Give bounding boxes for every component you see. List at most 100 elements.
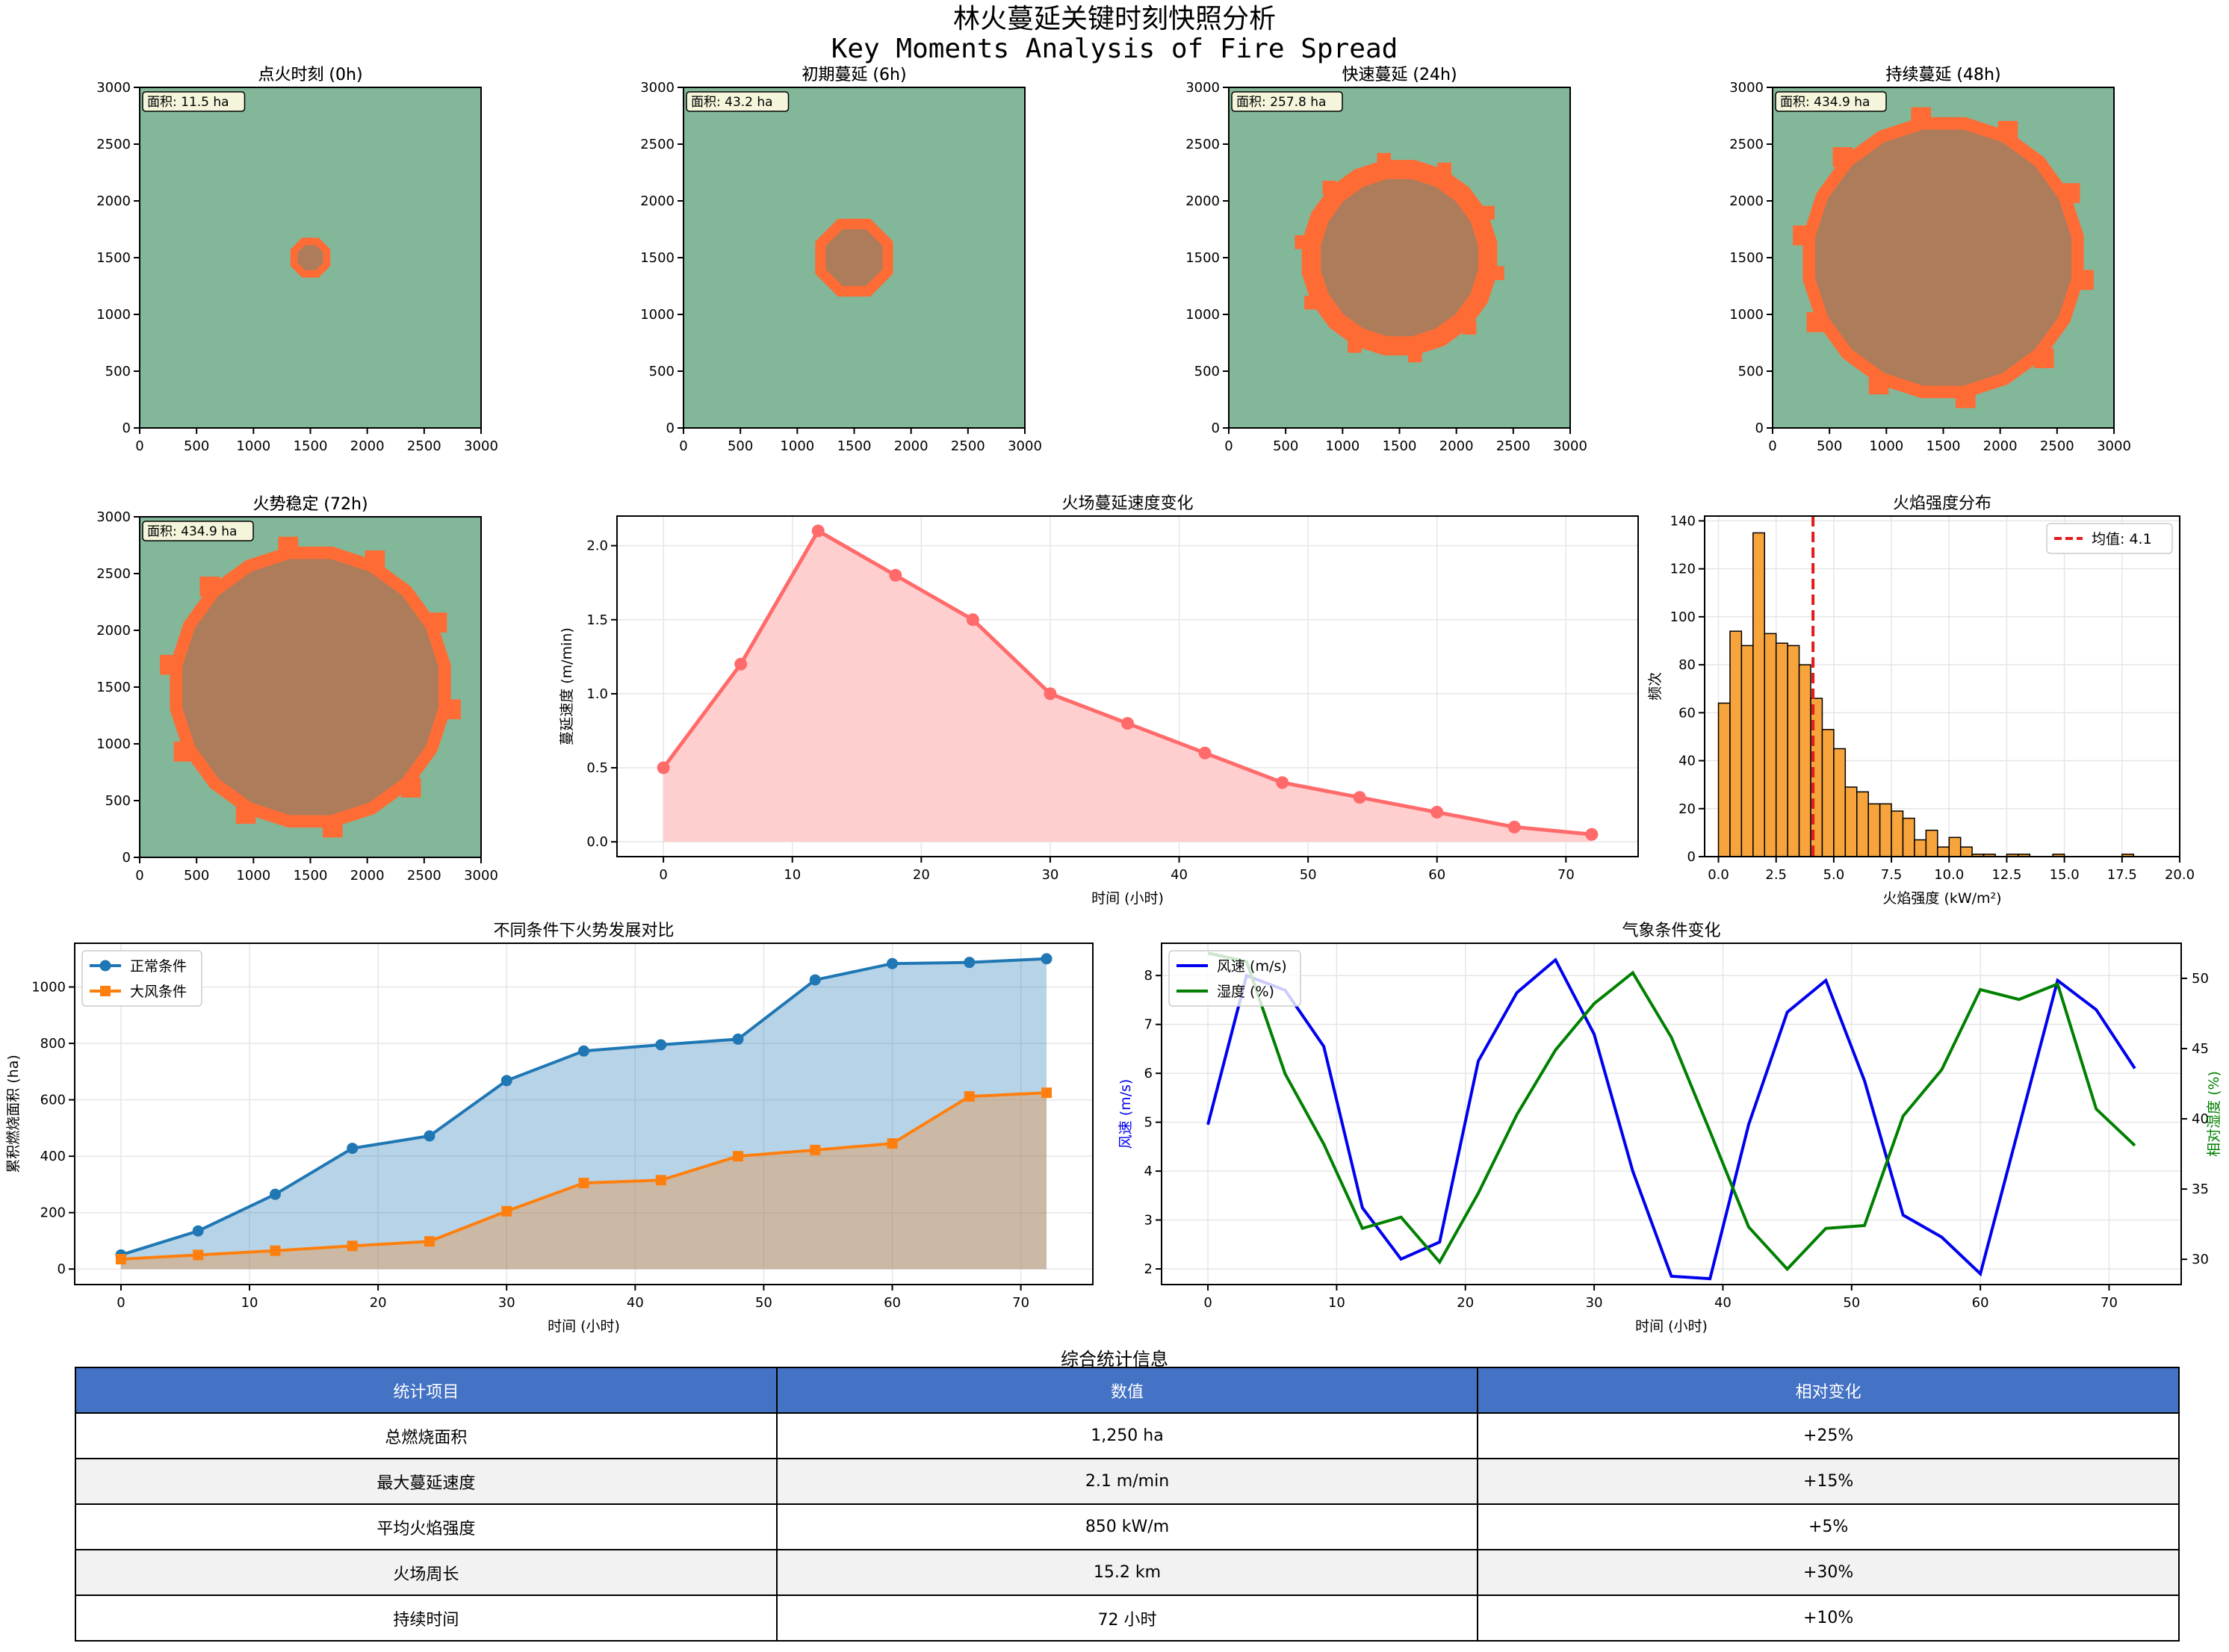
x-tick-label: 2500 xyxy=(2040,438,2074,454)
legend-marker xyxy=(100,986,111,996)
y-tick-label: 500 xyxy=(1738,364,1764,379)
axes-frame xyxy=(74,943,1094,1285)
y-axis-label-left: 风速 (m/s) xyxy=(1117,1079,1134,1149)
series-marker xyxy=(887,957,899,969)
x-tick-label: 50 xyxy=(1843,1295,1860,1311)
histogram-bar xyxy=(1891,810,1904,857)
area-label-box xyxy=(142,91,246,112)
y-tick-label: 2000 xyxy=(1729,193,1764,209)
x-tick-label: 60 xyxy=(1428,867,1445,883)
x-tick-label: 0 xyxy=(1224,438,1233,454)
table-cell: 2.1 m/min xyxy=(775,1458,1479,1505)
series-marker xyxy=(424,1130,435,1142)
table-header-row: 统计项目 数值 相对变化 xyxy=(75,1367,2180,1414)
area-label-box xyxy=(1775,91,1887,112)
x-tick-label: 60 xyxy=(1972,1295,1989,1311)
x-tick-label: 3000 xyxy=(2097,438,2131,454)
burnt-area xyxy=(297,245,323,270)
x-tick-label: 2000 xyxy=(350,438,385,454)
table-row: 总燃烧面积 1,250 ha +25% xyxy=(75,1412,2180,1459)
fire-front-cell xyxy=(1997,121,2018,141)
snapshot-panel: 0 500 1000 1500 2000 2500 3000 0 500 1000 1500 2000… xyxy=(96,495,498,884)
x-tick-label: 1500 xyxy=(294,438,328,454)
area-label: 面积: 257.8 ha xyxy=(1236,95,1326,110)
y-tick-label: 4 xyxy=(1144,1164,1153,1179)
y-tick-label: 1.5 xyxy=(586,612,608,628)
fire-front-cell xyxy=(1955,388,1976,409)
legend-label: 正常条件 xyxy=(130,958,187,975)
x-tick-label: 10 xyxy=(1328,1295,1345,1311)
y-tick-label: 6 xyxy=(1144,1066,1153,1081)
legend-label: 湿度 (%) xyxy=(1217,984,1274,1000)
x-tick-label: 1500 xyxy=(294,868,328,884)
x-axis-label: 时间 (小时) xyxy=(1091,890,1164,907)
y-tick-label: 1500 xyxy=(1185,250,1220,266)
y-tick-label: 1000 xyxy=(1185,307,1220,323)
table-row: 最大蔓延速度 2.1 m/min +15% xyxy=(75,1458,2180,1505)
series-marker xyxy=(578,1178,589,1189)
series-marker xyxy=(193,1249,204,1261)
histogram-bar xyxy=(1914,839,1927,857)
x-tick-label: 70 xyxy=(1012,1295,1029,1311)
fire-front-cell xyxy=(1868,374,1889,394)
x-tick-label: 3000 xyxy=(1008,438,1042,454)
area-label-box xyxy=(142,521,254,541)
fire-front-cell xyxy=(1490,266,1504,281)
fire-front-cell xyxy=(427,612,447,633)
y-right-tick-label: 40 xyxy=(2192,1111,2209,1127)
y-tick-label: 1500 xyxy=(640,250,675,266)
y-tick-label: 2000 xyxy=(96,193,131,209)
x-tick-label: 1500 xyxy=(1926,438,1961,454)
table-cell: 72 小时 xyxy=(775,1594,1479,1642)
series-marker xyxy=(964,957,976,969)
fire-front-cell xyxy=(199,577,220,597)
histogram-bar xyxy=(1867,803,1881,857)
y-tick-label: 2000 xyxy=(1185,193,1220,209)
x-tick-label: 2000 xyxy=(1983,438,2018,454)
y-tick-label: 0.0 xyxy=(586,834,608,850)
burnt-area xyxy=(825,229,883,286)
y-tick-label: 1000 xyxy=(96,736,131,752)
series-marker xyxy=(964,1091,975,1102)
fire-front-cell xyxy=(1481,205,1495,220)
x-tick-label: 0.0 xyxy=(1708,867,1729,883)
y-tick-label: 7 xyxy=(1144,1017,1153,1033)
speed-point xyxy=(1585,827,1599,841)
x-tick-label: 70 xyxy=(1557,867,1575,883)
y-right-tick-label: 45 xyxy=(2192,1041,2209,1057)
table-cell: +25% xyxy=(1477,1412,2180,1459)
y-tick-label: 500 xyxy=(105,793,131,809)
series-marker xyxy=(732,1033,744,1045)
y-axis-label: 蔓延速度 (m/min) xyxy=(559,627,575,745)
fire-front-cell xyxy=(1793,225,1813,246)
table-header-cell: 相对变化 xyxy=(1477,1367,2180,1414)
y-tick-label: 20 xyxy=(1678,801,1696,817)
y-tick-label: 1000 xyxy=(96,307,131,323)
x-tick-label: 1500 xyxy=(1383,438,1417,454)
x-tick-label: 17.5 xyxy=(2107,867,2137,883)
series-marker xyxy=(1041,953,1053,965)
speed-point xyxy=(1121,717,1134,730)
y-tick-label: 60 xyxy=(1678,705,1696,721)
series-marker xyxy=(347,1240,358,1252)
y-tick-label: 2 xyxy=(1144,1261,1153,1277)
fire-front-cell xyxy=(1437,162,1451,177)
x-axis-label: 火焰强度 (kW/m²) xyxy=(1882,890,2001,907)
fire-front-cell xyxy=(235,804,256,824)
fire-front-cell xyxy=(160,654,180,675)
fire-front-cell xyxy=(400,777,421,798)
table-cell: 火场周长 xyxy=(75,1549,778,1596)
snapshot-title: 快速蔓延 (24h) xyxy=(1342,66,1457,84)
series-marker xyxy=(192,1225,204,1237)
table-cell: 15.2 km xyxy=(775,1549,1479,1596)
chart-title: 火场蔓延速度变化 xyxy=(1061,494,1193,513)
x-tick-label: 1000 xyxy=(236,438,270,454)
histogram-bar xyxy=(1937,846,1950,857)
x-tick-label: 40 xyxy=(1171,867,1188,883)
snapshot-panel: 0 500 1000 1500 2000 2500 3000 0 500 1000 1500 2000… xyxy=(1185,66,1587,454)
x-tick-label: 500 xyxy=(184,438,209,454)
speed-point xyxy=(1353,791,1366,804)
y-tick-label: 600 xyxy=(40,1093,66,1108)
x-tick-label: 500 xyxy=(728,438,753,454)
fire-front-cell xyxy=(2059,183,2080,203)
